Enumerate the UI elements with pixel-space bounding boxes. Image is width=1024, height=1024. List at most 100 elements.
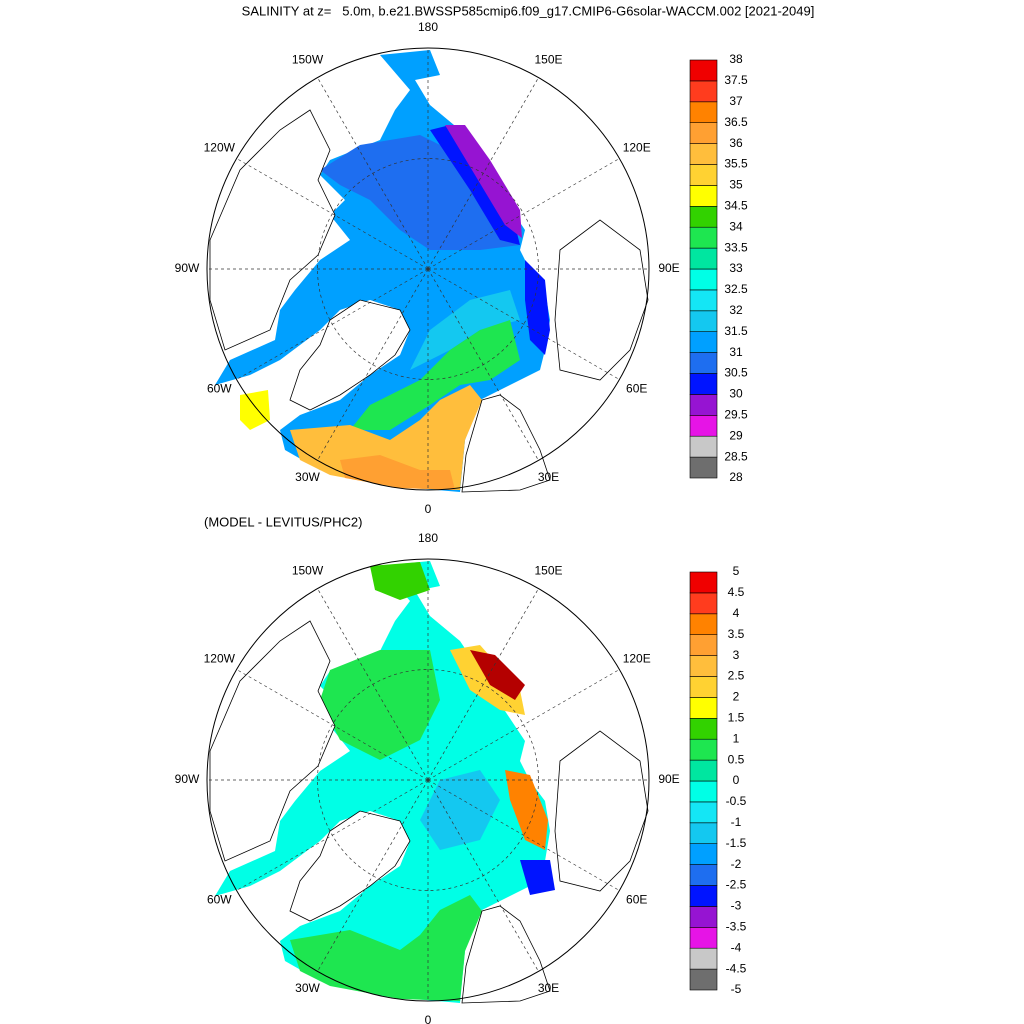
colorbar-label: 29.5 [724, 407, 748, 421]
colorbar-box [689, 926, 718, 949]
colorbar-label: -1.5 [726, 836, 747, 850]
colorbar-box [689, 717, 718, 740]
longitude-label: 150E [534, 52, 562, 66]
colorbar-label: 37 [729, 94, 743, 108]
map-boundary [206, 558, 650, 1002]
meridian [427, 268, 539, 461]
colorbar-label: 38 [729, 52, 743, 66]
longitude-label: 0 [425, 1013, 432, 1024]
colorbar-label: -0.5 [726, 794, 747, 808]
colorbar-label: 3 [733, 648, 740, 662]
colorbar-box [689, 864, 718, 886]
polar-frame: 180 150E 120E 90E 60E 30E 0 30W 60W 90W 120W 150W [175, 20, 680, 516]
meridian [427, 779, 620, 891]
longitude-label: 90E [658, 261, 679, 275]
colorbar-box [689, 780, 718, 803]
colorbar-label: 0 [733, 773, 740, 787]
colorbar-box [689, 59, 718, 82]
colorbar-box [689, 571, 718, 594]
longitude-label: 60W [207, 893, 232, 907]
longitude-label: 180 [418, 531, 438, 545]
colorbar-label: 3.5 [728, 627, 745, 641]
colorbar-box [689, 80, 718, 103]
longitude-label: 120W [204, 141, 236, 155]
longitude-label: 60W [207, 382, 232, 396]
longitude-label: 30E [538, 981, 559, 995]
meridian [317, 77, 429, 270]
colorbar-label: 29 [729, 428, 743, 442]
longitude-label: 30W [295, 981, 320, 995]
colorbar-box [689, 101, 718, 124]
colorbar-box [689, 414, 718, 437]
colorbar-label: 2 [733, 690, 740, 704]
colorbar-box [689, 331, 718, 353]
meridian [236, 779, 429, 891]
colorbar-label: 1 [733, 731, 740, 745]
longitude-label: 120E [623, 652, 651, 666]
colorbar-label: 34.5 [724, 198, 748, 212]
longitude-label: 30E [538, 470, 559, 484]
colorbar-box [689, 947, 718, 970]
colorbar-box [689, 822, 718, 844]
colorbar-box [689, 634, 718, 656]
colorbar-label: -1 [731, 815, 742, 829]
colorbar-label: -4 [731, 940, 742, 954]
longitude-label: 180 [418, 20, 438, 34]
meridian [427, 588, 539, 781]
colorbar-label: 4.5 [728, 585, 745, 599]
meridian [317, 588, 429, 781]
colorbar-label: 30.5 [724, 366, 748, 380]
colorbar-label: 32.5 [724, 282, 748, 296]
colorbar-label: -2.5 [726, 878, 747, 892]
colorbar-label: -4.5 [726, 961, 747, 975]
colorbar-box [689, 247, 718, 270]
colorbar-box [689, 435, 718, 458]
longitude-label: 120W [204, 652, 236, 666]
meridian [427, 779, 539, 972]
colorbar-label: 28 [729, 470, 743, 484]
colorbar-box [689, 310, 718, 332]
colorbar-box [689, 373, 718, 395]
colorbar-label: -2 [731, 857, 742, 871]
map-subtitle: (MODEL - LEVITUS/PHC2) [204, 514, 362, 529]
colorbar-box [689, 843, 718, 865]
colorbar-box [689, 592, 718, 615]
longitude-label: 90W [175, 772, 200, 786]
colorbar: 28 28.5 29 29.5 30 30.5 31 31.5 32 32.5 33 33.5 34 34… [689, 52, 748, 484]
meridian [317, 268, 429, 461]
colorbar-label: -5 [731, 982, 742, 996]
colorbar-label: 36 [729, 136, 743, 150]
colorbar-box [689, 352, 718, 374]
colorbar-label: 30 [729, 387, 743, 401]
figure-title: SALINITY at z= 5.0m, b.e21.BWSSP585cmip6… [242, 3, 815, 18]
longitude-label: 150W [292, 563, 324, 577]
meridian [236, 158, 429, 270]
longitude-label: 150E [534, 563, 562, 577]
colorbar-box [689, 738, 718, 761]
colorbar-label: 31.5 [724, 324, 748, 338]
colorbar-box [689, 759, 718, 782]
colorbar-label: 33 [729, 261, 743, 275]
map-boundary [206, 47, 650, 491]
meridian [427, 268, 620, 380]
colorbar-box [689, 613, 718, 635]
colorbar-box [689, 289, 718, 312]
longitude-label: 60E [626, 893, 647, 907]
meridian [427, 77, 539, 270]
meridian [427, 158, 620, 270]
colorbar-label: 34 [729, 219, 743, 233]
colorbar-box [689, 122, 718, 144]
longitude-label: 0 [425, 502, 432, 516]
colorbar-box [689, 206, 718, 228]
colorbar-box [689, 185, 718, 207]
longitude-label: 90W [175, 261, 200, 275]
meridian [427, 669, 620, 781]
meridian [317, 779, 429, 972]
colorbar-label: -3 [731, 899, 742, 913]
colorbar-box [689, 801, 718, 824]
colorbar-label: -3.5 [726, 919, 747, 933]
colorbar-label: 31 [729, 345, 743, 359]
colorbar-box [689, 906, 718, 928]
colorbar-label: 32 [729, 303, 743, 317]
